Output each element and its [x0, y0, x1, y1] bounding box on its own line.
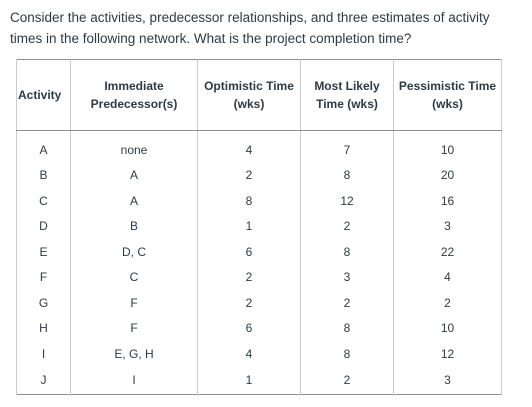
cell-activity: D: [16, 213, 71, 239]
cell-activity: I: [16, 341, 71, 367]
cell-predecessors: B: [70, 213, 198, 239]
cell-optimistic: 1: [197, 366, 301, 394]
cell-activity: J: [16, 366, 71, 394]
table-row: C A 8 12 16: [16, 188, 502, 214]
cell-pessimistic: 12: [393, 341, 502, 367]
cell-pessimistic: 22: [393, 239, 502, 265]
cell-pessimistic: 20: [393, 162, 502, 188]
table-row: H F 6 8 10: [16, 315, 502, 341]
cell-pessimistic: 3: [393, 213, 502, 239]
table-row: G F 2 2 2: [16, 290, 502, 316]
cell-predecessors: I: [70, 366, 198, 394]
table-row: B A 2 8 20: [16, 162, 502, 188]
activity-table: Activity Immediate Predecessor(s) Optimi…: [16, 59, 502, 395]
table-row: E D, C 6 8 22: [16, 239, 502, 265]
table-row: I E, G, H 4 8 12: [16, 341, 502, 367]
table-row: D B 1 2 3: [16, 213, 502, 239]
cell-activity: F: [16, 264, 71, 290]
header-predecessors-line1: Immediate: [104, 79, 164, 93]
cell-most-likely: 8: [300, 162, 394, 188]
header-predecessors: Immediate Predecessor(s): [70, 59, 198, 131]
header-optimistic-line2: (wks): [233, 97, 265, 111]
cell-optimistic: 8: [197, 188, 301, 214]
header-most-likely: Most Likely Time (wks): [300, 59, 394, 131]
header-optimistic: Optimistic Time (wks): [197, 59, 301, 131]
cell-most-likely: 2: [300, 290, 394, 316]
cell-predecessors: C: [70, 264, 198, 290]
cell-activity: H: [16, 315, 71, 341]
cell-most-likely: 8: [300, 341, 394, 367]
cell-most-likely: 2: [300, 213, 394, 239]
cell-predecessors: D, C: [70, 239, 198, 265]
table-header-row: Activity Immediate Predecessor(s) Optimi…: [16, 59, 502, 131]
cell-pessimistic: 10: [393, 130, 502, 163]
cell-pessimistic: 4: [393, 264, 502, 290]
table-row: F C 2 3 4: [16, 264, 502, 290]
header-optimistic-line1: Optimistic Time: [204, 79, 294, 93]
cell-most-likely: 3: [300, 264, 394, 290]
header-pessimistic: Pessimistic Time (wks): [393, 59, 502, 131]
cell-most-likely: 8: [300, 239, 394, 265]
cell-optimistic: 4: [197, 130, 301, 163]
cell-predecessors: F: [70, 315, 198, 341]
header-activity-label: Activity: [18, 88, 62, 102]
header-most-likely-line1: Most Likely: [314, 79, 380, 93]
table-row: J I 1 2 3: [16, 366, 502, 394]
cell-pessimistic: 10: [393, 315, 502, 341]
header-activity: Activity: [16, 59, 71, 131]
cell-optimistic: 6: [197, 239, 301, 265]
cell-pessimistic: 16: [393, 188, 502, 214]
cell-activity: C: [16, 188, 71, 214]
activity-table-container: Activity Immediate Predecessor(s) Optimi…: [16, 59, 502, 395]
cell-pessimistic: 3: [393, 366, 502, 394]
cell-most-likely: 12: [300, 188, 394, 214]
cell-predecessors: none: [70, 130, 198, 163]
header-pessimistic-line2: (wks): [432, 97, 463, 111]
cell-most-likely: 2: [300, 366, 394, 394]
cell-optimistic: 4: [197, 341, 301, 367]
cell-pessimistic: 2: [393, 290, 502, 316]
header-most-likely-line2: Time (wks): [316, 97, 378, 111]
header-pessimistic-line1: Pessimistic Time: [398, 79, 497, 93]
cell-predecessors: A: [70, 162, 198, 188]
cell-activity: B: [16, 162, 71, 188]
question-text: Consider the activities, predecessor rel…: [10, 10, 490, 46]
cell-activity: G: [16, 290, 71, 316]
cell-optimistic: 6: [197, 315, 301, 341]
cell-activity: E: [16, 239, 71, 265]
cell-optimistic: 2: [197, 264, 301, 290]
cell-predecessors: E, G, H: [70, 341, 198, 367]
cell-most-likely: 7: [300, 130, 394, 163]
header-predecessors-line2: Predecessor(s): [90, 97, 178, 111]
cell-most-likely: 8: [300, 315, 394, 341]
cell-predecessors: F: [70, 290, 198, 316]
cell-activity: A: [16, 130, 71, 163]
cell-optimistic: 1: [197, 213, 301, 239]
cell-optimistic: 2: [197, 162, 301, 188]
cell-predecessors: A: [70, 188, 198, 214]
cell-optimistic: 2: [197, 290, 301, 316]
table-row: A none 4 7 10: [16, 130, 502, 163]
